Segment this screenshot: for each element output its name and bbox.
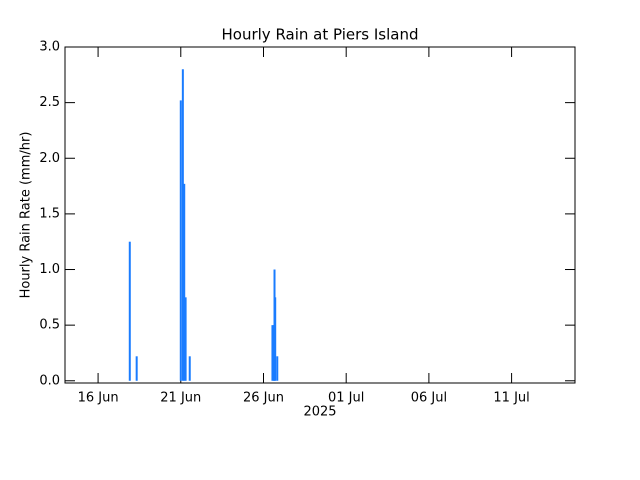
y-tick-label: 0.0 xyxy=(39,373,60,388)
x-tick-label: 16 Jun xyxy=(78,391,119,406)
bar xyxy=(135,356,138,381)
y-tick-label: 1.5 xyxy=(39,206,60,221)
y-tick-label: 0.5 xyxy=(39,318,60,333)
bar xyxy=(271,325,274,381)
x-tick-label: 06 Jul xyxy=(411,391,447,406)
x-tick-label: 11 Jul xyxy=(493,391,529,406)
chart-title: Hourly Rain at Piers Island xyxy=(222,26,419,44)
plot-frame xyxy=(64,46,576,384)
bar xyxy=(128,241,131,381)
bar xyxy=(179,100,182,381)
bar xyxy=(183,183,186,381)
bar xyxy=(181,69,184,381)
x-axis-label: 2025 xyxy=(303,405,336,420)
y-tick-label: 2.5 xyxy=(39,95,60,110)
y-axis-label: Hourly Rain Rate (mm/hr) xyxy=(19,132,34,299)
x-tick-label: 26 Jun xyxy=(243,391,284,406)
bar xyxy=(184,297,187,381)
bar xyxy=(274,297,277,381)
x-tick-label: 01 Jul xyxy=(328,391,364,406)
y-tick-label: 2.0 xyxy=(39,151,60,166)
bar xyxy=(276,356,279,381)
bar xyxy=(188,356,191,381)
y-tick-label: 3.0 xyxy=(39,40,60,55)
y-tick-label: 1.0 xyxy=(39,262,60,277)
x-tick-label: 21 Jun xyxy=(160,391,201,406)
